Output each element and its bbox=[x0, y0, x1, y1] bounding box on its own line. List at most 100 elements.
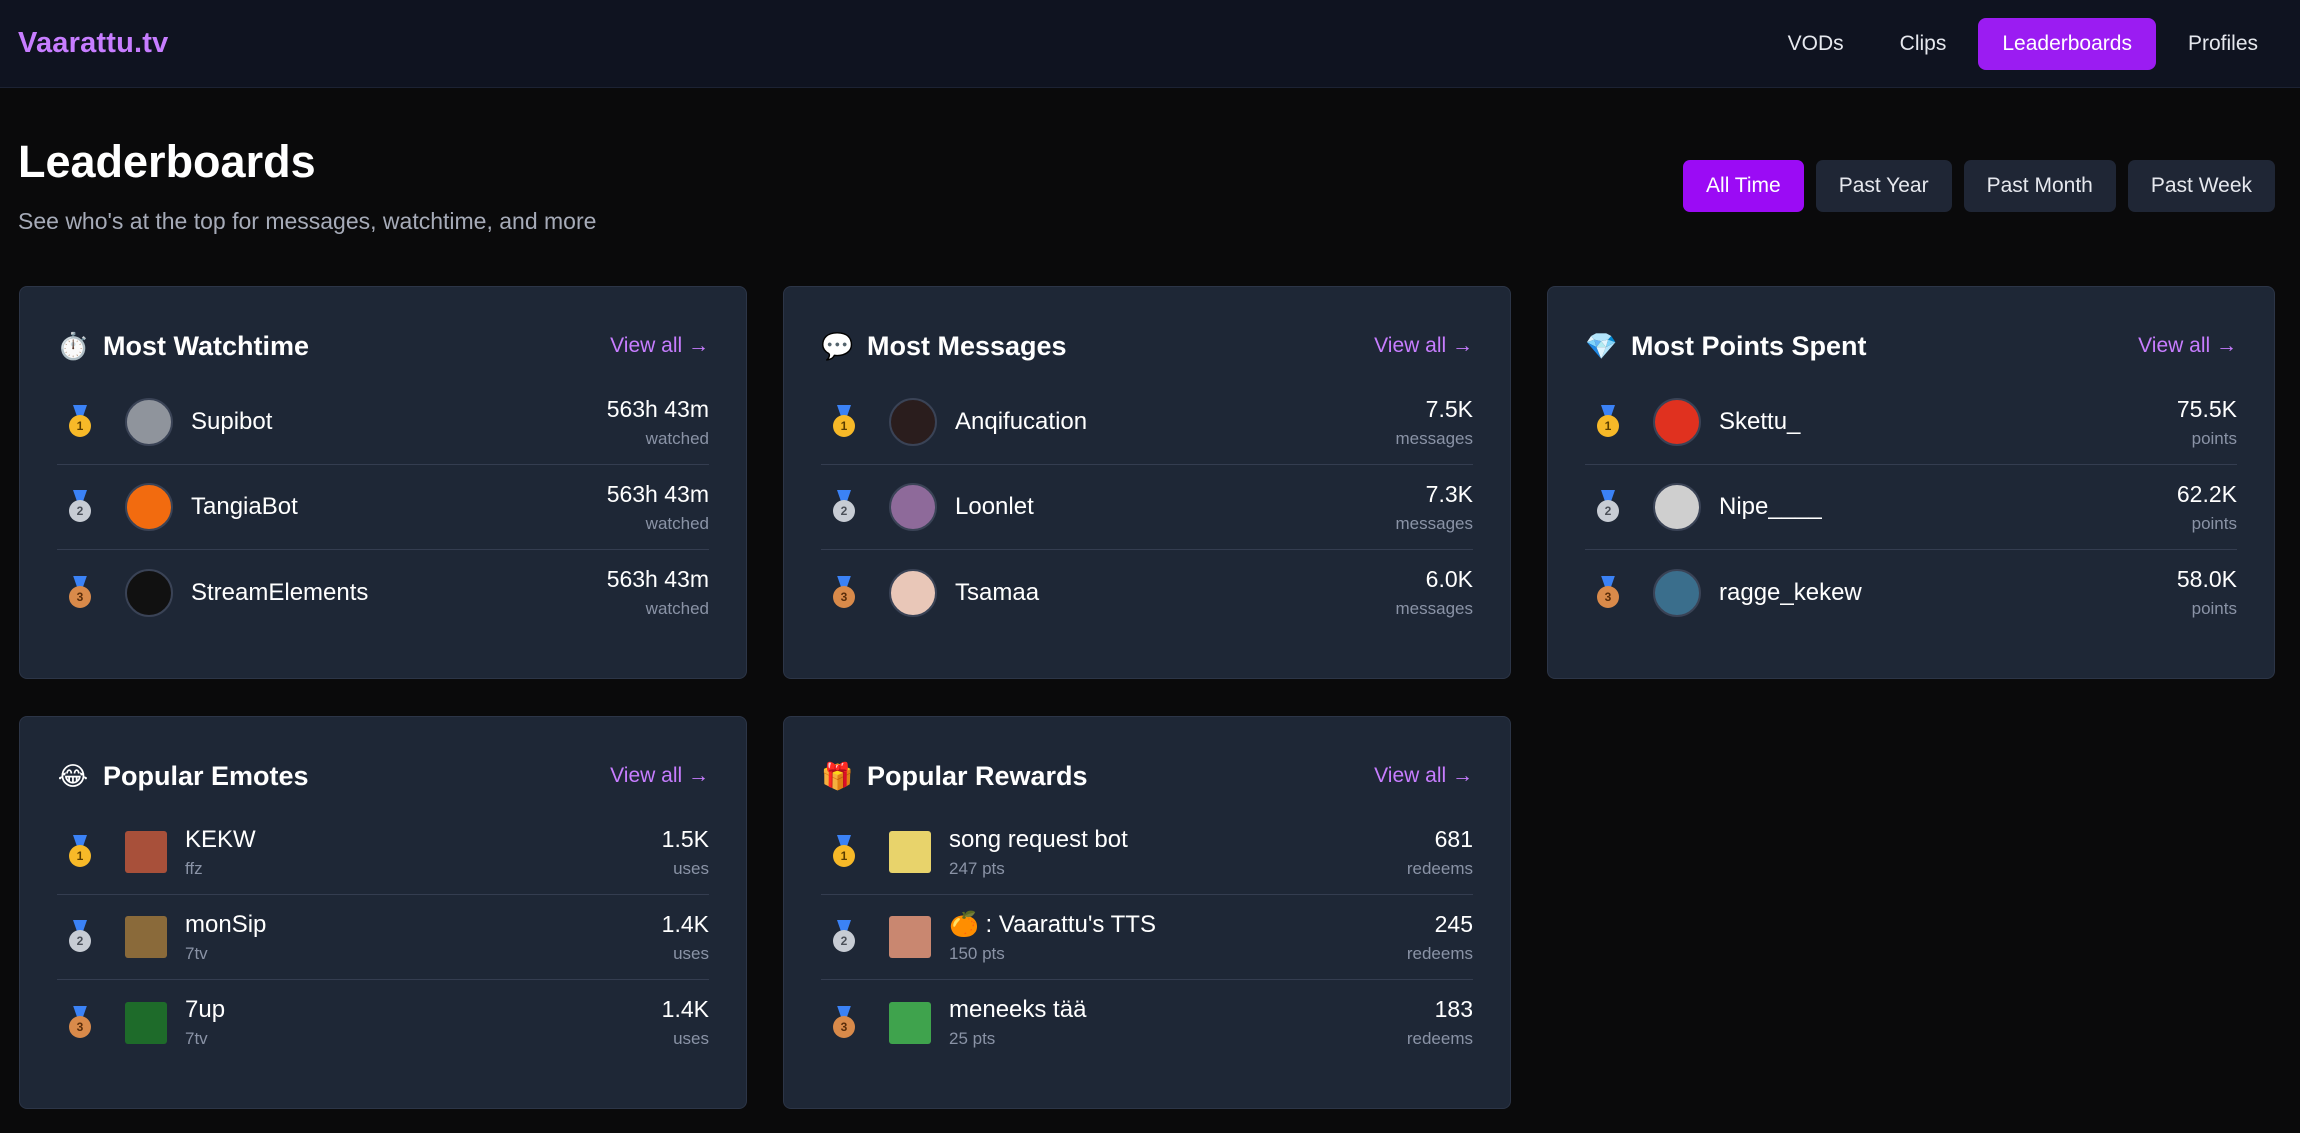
item-thumbnail bbox=[125, 831, 167, 873]
entry-name[interactable]: Skettu_ bbox=[1719, 408, 1801, 435]
filter-past-month[interactable]: Past Month bbox=[1963, 160, 2116, 212]
view-all-link[interactable]: View all → bbox=[610, 334, 709, 357]
entry-name[interactable]: Anqifucation bbox=[955, 408, 1088, 435]
view-all-link[interactable]: View all → bbox=[1374, 764, 1473, 787]
card-most-watchtime: ⏱️ Most Watchtime View all → 1 Supibot 563h 4… bbox=[19, 286, 747, 679]
rank-medal-icon: 2 bbox=[67, 920, 93, 954]
leaderboard-row[interactable]: 1 Supibot 563h 43m watched bbox=[57, 380, 709, 465]
stat-value: 58.0K bbox=[2176, 566, 2237, 592]
filter-all-time[interactable]: All Time bbox=[1683, 160, 1804, 212]
nav-leaderboards[interactable]: Leaderboards bbox=[1978, 17, 2156, 70]
entry-name[interactable]: monSip bbox=[185, 910, 267, 938]
item-thumbnail bbox=[889, 916, 931, 958]
entry-stat: 1.5K uses bbox=[662, 826, 709, 879]
entry-info: Loonlet bbox=[955, 493, 1396, 521]
leaderboard-row[interactable]: 3 ragge_kekew 58.0K points bbox=[1585, 550, 2237, 635]
rank-medal-icon: 2 bbox=[1595, 490, 1621, 524]
stat-unit: watched bbox=[645, 428, 709, 448]
view-all-link[interactable]: View all → bbox=[2138, 334, 2237, 357]
stat-value: 1.4K bbox=[661, 910, 709, 937]
leaderboard-row[interactable]: 1 Skettu_ 75.5K points bbox=[1585, 380, 2237, 465]
avatar[interactable] bbox=[889, 483, 937, 531]
filter-past-year[interactable]: Past Year bbox=[1815, 160, 1952, 212]
entry-name[interactable]: Nipe____ bbox=[1719, 493, 1822, 520]
stat-unit: watched bbox=[645, 513, 709, 533]
entry-subtext: ffz bbox=[185, 858, 203, 878]
entry-name[interactable]: Tsamaa bbox=[955, 578, 1040, 606]
leaderboard-row[interactable]: 2 monSip 7tv 1.4K uses bbox=[57, 895, 709, 980]
leaderboard-row[interactable]: 3 7up 7tv 1.4K uses bbox=[57, 980, 709, 1065]
leaderboard-list: 1 Supibot 563h 43m watched 2 TangiaBot 563h 43… bbox=[57, 380, 709, 635]
messages-icon: 💬 bbox=[821, 330, 854, 361]
leaderboard-list: 1 song request bot 247 pts 681 redeems 2 🍊 : V… bbox=[821, 810, 1473, 1065]
entry-info: 7up 7tv bbox=[185, 996, 662, 1049]
leaderboard-row[interactable]: 3 Tsamaa 6.0K messages bbox=[821, 550, 1473, 635]
avatar[interactable] bbox=[125, 483, 173, 531]
entry-name[interactable]: Loonlet bbox=[955, 493, 1034, 520]
avatar[interactable] bbox=[889, 568, 937, 617]
stat-value: 183 bbox=[1434, 996, 1473, 1022]
entry-stat: 62.2K points bbox=[2177, 481, 2237, 534]
leaderboard-row[interactable]: 1 Anqifucation 7.5K messages bbox=[821, 380, 1473, 465]
card-header: 💬 Most Messages View all → bbox=[821, 318, 1473, 374]
leaderboard-row[interactable]: 3 meneeks tää 25 pts 183 redeems bbox=[821, 980, 1473, 1065]
page-header: Leaderboards See who's at the top for me… bbox=[18, 136, 596, 235]
avatar[interactable] bbox=[1653, 483, 1701, 531]
card-title-wrap: 💎 Most Points Spent bbox=[1585, 331, 1867, 362]
stat-value: 7.3K bbox=[1425, 480, 1473, 507]
stat-value: 1.5K bbox=[661, 825, 709, 852]
entry-name[interactable]: StreamElements bbox=[191, 578, 369, 606]
entry-name[interactable]: TangiaBot bbox=[191, 493, 298, 520]
avatar[interactable] bbox=[125, 398, 173, 446]
entry-name[interactable]: meneeks tää bbox=[949, 996, 1087, 1023]
leaderboard-list: 1 KEKW ffz 1.5K uses 2 monSip 7tv 1.4K uses 3 7up 7t… bbox=[57, 810, 709, 1065]
avatar[interactable] bbox=[1653, 398, 1701, 446]
stat-value: 1.4K bbox=[661, 996, 709, 1022]
item-thumbnail bbox=[125, 916, 167, 958]
leaderboard-row[interactable]: 3 StreamElements 563h 43m watched bbox=[57, 550, 709, 635]
leaderboard-row[interactable]: 1 song request bot 247 pts 681 redeems bbox=[821, 810, 1473, 895]
leaderboard-row[interactable]: 2 Nipe____ 62.2K points bbox=[1585, 465, 2237, 550]
entry-name[interactable]: Supibot bbox=[191, 408, 273, 435]
nav-clips[interactable]: Clips bbox=[1899, 31, 1947, 55]
stat-unit: redeems bbox=[1406, 858, 1473, 878]
avatar[interactable] bbox=[889, 398, 937, 446]
entry-stat: 6.0K messages bbox=[1396, 566, 1473, 619]
entry-stat: 563h 43m watched bbox=[607, 396, 709, 449]
nav-vods[interactable]: VODs bbox=[1787, 31, 1844, 55]
entry-name[interactable]: ragge_kekew bbox=[1719, 578, 1862, 606]
avatar[interactable] bbox=[1653, 568, 1701, 617]
brand-logo[interactable]: Vaarattu.tv bbox=[18, 27, 169, 59]
filter-past-week[interactable]: Past Week bbox=[2127, 160, 2275, 212]
entry-name[interactable]: 🍊 : Vaarattu's TTS bbox=[949, 911, 1156, 938]
leaderboard-row[interactable]: 1 KEKW ffz 1.5K uses bbox=[57, 810, 709, 895]
leaderboard-row[interactable]: 2 🍊 : Vaarattu's TTS 150 pts 245 redeems bbox=[821, 895, 1473, 980]
entry-info: meneeks tää 25 pts bbox=[949, 996, 1407, 1049]
stat-unit: uses bbox=[673, 1029, 709, 1048]
leaderboard-row[interactable]: 2 Loonlet 7.3K messages bbox=[821, 465, 1473, 550]
nav-profiles[interactable]: Profiles bbox=[2187, 31, 2258, 55]
entry-name[interactable]: song request bot bbox=[949, 825, 1128, 853]
rank-medal-icon: 2 bbox=[67, 490, 93, 524]
points-icon: 💎 bbox=[1585, 330, 1618, 361]
entry-stat: 75.5K points bbox=[2177, 396, 2237, 449]
stat-value: 75.5K bbox=[2176, 395, 2237, 422]
entry-subtext: 150 pts bbox=[949, 944, 1005, 963]
avatar[interactable] bbox=[125, 568, 173, 617]
view-all-link[interactable]: View all → bbox=[1374, 334, 1473, 357]
stat-value: 62.2K bbox=[2176, 480, 2237, 507]
entry-name[interactable]: 7up bbox=[185, 996, 226, 1023]
entry-name[interactable]: KEKW bbox=[185, 825, 256, 853]
view-all-link[interactable]: View all → bbox=[610, 764, 709, 787]
top-navbar: Vaarattu.tv VODs Clips Leaderboards Prof… bbox=[0, 0, 2300, 88]
stat-unit: messages bbox=[1395, 513, 1473, 533]
entry-stat: 1.4K uses bbox=[662, 911, 709, 964]
stat-unit: watched bbox=[645, 599, 709, 618]
card-title-wrap: ⏱️ Most Watchtime bbox=[57, 331, 309, 362]
leaderboard-row[interactable]: 2 TangiaBot 563h 43m watched bbox=[57, 465, 709, 550]
stat-value: 563h 43m bbox=[606, 480, 709, 507]
stat-value: 563h 43m bbox=[606, 566, 709, 592]
entry-info: KEKW ffz bbox=[185, 826, 662, 879]
stat-unit: redeems bbox=[1406, 943, 1473, 963]
card-title: Popular Rewards bbox=[867, 760, 1088, 791]
